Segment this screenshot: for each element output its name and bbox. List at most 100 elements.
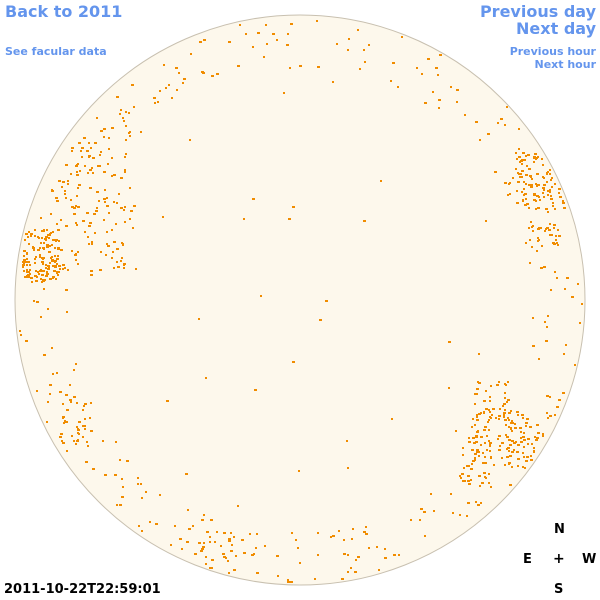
facula-speck: [501, 457, 503, 459]
facula-speck: [104, 201, 106, 203]
facula-speck: [228, 572, 230, 574]
facula-speck: [26, 253, 28, 255]
facula-speck: [542, 433, 544, 435]
facula-speck: [76, 171, 78, 173]
facula-speck: [113, 241, 116, 243]
next-hour-link[interactable]: Next hour: [534, 58, 597, 71]
facula-speck: [466, 465, 468, 467]
facula-speck: [547, 190, 550, 192]
facula-speck: [245, 33, 247, 35]
facula-speck: [42, 263, 44, 265]
facula-speck: [564, 288, 566, 290]
facula-speck: [198, 542, 201, 544]
facula-speck: [25, 233, 28, 235]
facula-speck: [518, 148, 520, 150]
facula-speck: [365, 533, 368, 535]
facula-speck: [485, 408, 488, 410]
facula-speck: [470, 479, 472, 481]
facula-speck: [35, 256, 37, 258]
facula-speck: [526, 418, 529, 420]
facula-speck: [363, 220, 366, 222]
facula-speck: [290, 23, 293, 25]
facula-speck: [62, 442, 65, 444]
facula-speck: [539, 199, 541, 201]
facula-speck: [497, 438, 499, 440]
facula-speck: [460, 477, 462, 479]
facula-speck: [475, 501, 477, 503]
facula-speck: [317, 532, 319, 534]
previous-day-link[interactable]: Previous day: [479, 2, 596, 21]
facula-speck: [211, 75, 214, 77]
facula-speck: [553, 243, 556, 245]
facula-speck: [64, 193, 66, 195]
facula-speck: [421, 73, 423, 75]
facula-speck: [38, 273, 40, 275]
facula-speck: [88, 225, 90, 227]
facula-speck: [551, 186, 553, 188]
facula-speck: [521, 170, 524, 172]
facula-speck: [518, 173, 520, 175]
facula-speck: [94, 142, 97, 144]
facula-speck: [90, 270, 93, 272]
facula-speck: [75, 443, 77, 445]
facula-speck: [533, 199, 536, 201]
facula-speck: [483, 400, 486, 402]
facula-speck: [542, 164, 544, 166]
previous-hour-link[interactable]: Previous hour: [509, 45, 596, 58]
see-facular-data-link[interactable]: See facular data: [5, 45, 107, 58]
facula-speck: [76, 174, 79, 176]
facula-speck: [45, 236, 48, 238]
facula-speck: [474, 453, 477, 455]
facula-speck: [186, 541, 189, 543]
facula-speck: [535, 200, 537, 202]
facula-speck: [56, 372, 58, 374]
facula-speck: [70, 401, 72, 403]
facula-speck: [550, 179, 552, 181]
facula-speck: [498, 435, 501, 437]
back-to-year-link[interactable]: Back to 2011: [5, 2, 123, 21]
facula-speck: [166, 400, 169, 402]
facula-speck: [525, 155, 527, 157]
facula-speck: [476, 416, 478, 418]
facula-speck: [515, 152, 517, 154]
facula-speck: [527, 154, 530, 156]
facula-speck: [546, 181, 548, 183]
facula-speck: [26, 264, 28, 266]
facula-speck: [27, 236, 29, 238]
facula-speck: [27, 276, 30, 278]
facula-speck: [181, 548, 183, 550]
facula-speck: [41, 230, 43, 232]
facula-speck: [76, 224, 78, 226]
facula-speck: [538, 358, 540, 360]
facula-speck: [225, 557, 227, 559]
facula-speck: [249, 533, 251, 535]
facula-speck: [36, 301, 39, 303]
facula-speck: [537, 432, 540, 434]
facula-speck: [30, 234, 32, 236]
facula-speck: [343, 553, 346, 555]
facula-speck: [424, 535, 426, 537]
facula-speck: [478, 413, 481, 415]
next-day-link[interactable]: Next day: [516, 19, 596, 38]
facula-speck: [104, 189, 106, 191]
facula-speck: [36, 276, 38, 278]
facula-speck: [384, 548, 386, 550]
facula-speck: [39, 256, 41, 258]
facula-speck: [135, 268, 137, 270]
facula-speck: [90, 430, 93, 432]
facula-speck: [75, 205, 77, 207]
facula-speck: [378, 569, 380, 571]
facula-speck: [49, 245, 51, 247]
facula-speck: [222, 553, 225, 555]
facula-speck: [95, 210, 98, 212]
facula-speck: [515, 441, 517, 443]
facula-speck: [82, 220, 85, 222]
facula-speck: [549, 173, 551, 175]
facula-speck: [119, 459, 121, 461]
facula-speck: [20, 334, 22, 336]
facula-speck: [554, 271, 556, 273]
facula-speck: [533, 193, 536, 195]
facula-speck: [205, 563, 207, 565]
facula-speck: [517, 414, 519, 416]
facula-speck: [355, 559, 357, 561]
